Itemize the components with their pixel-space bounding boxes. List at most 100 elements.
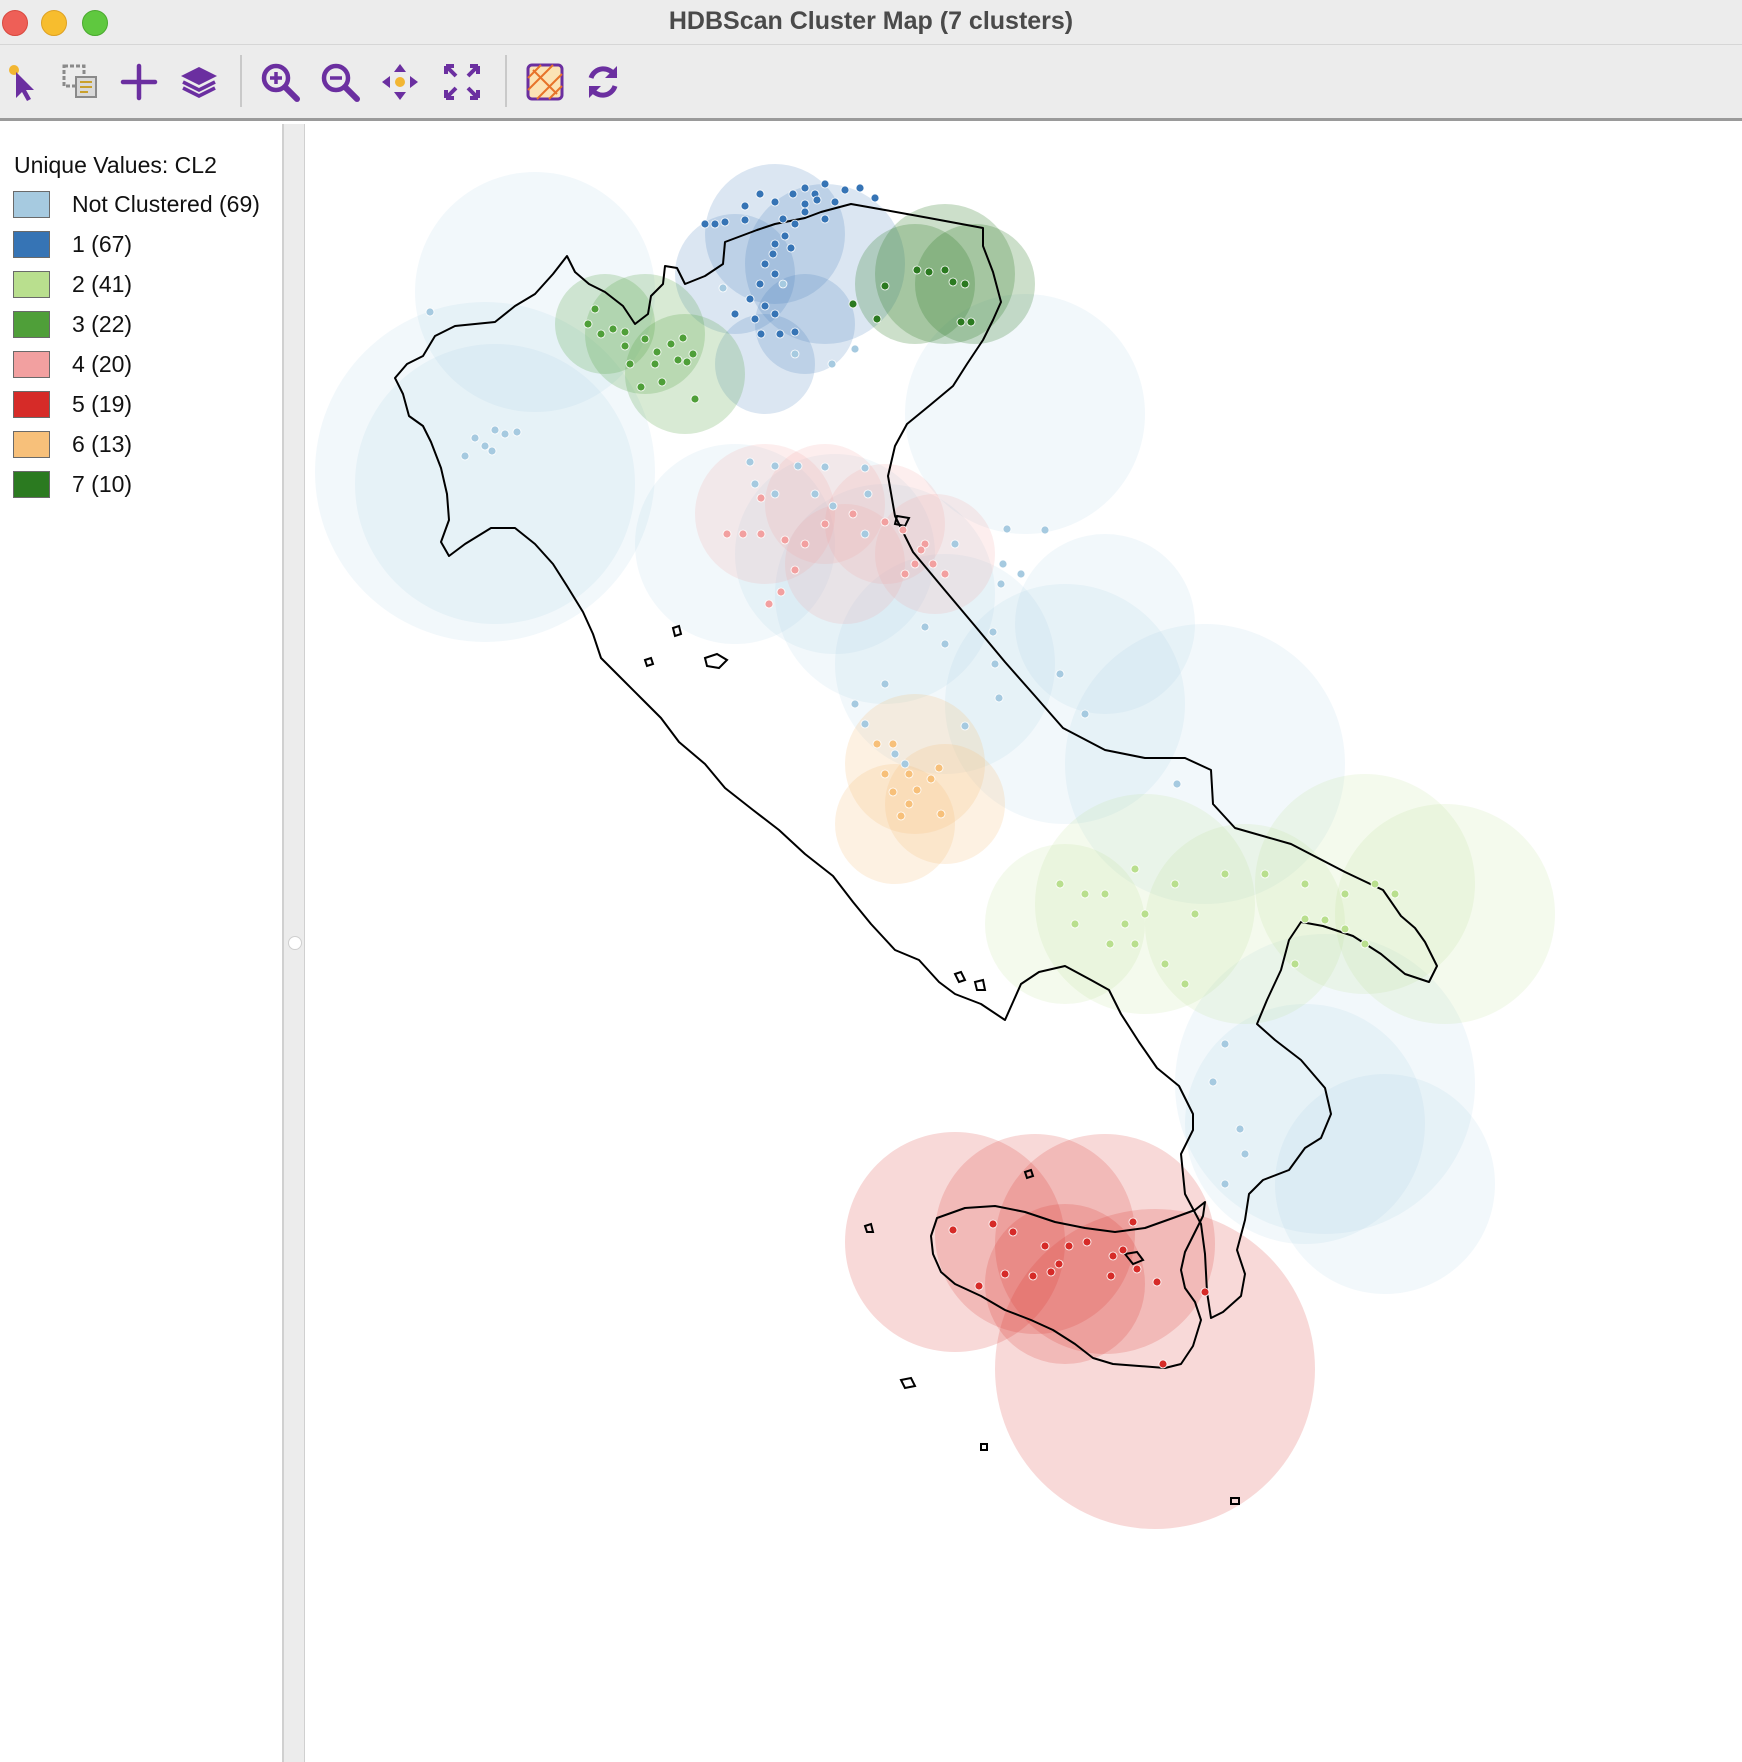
map-point [750,479,760,489]
add-layer-button[interactable] [114,57,164,107]
legend-item-not-clustered[interactable]: Not Clustered (69) [13,188,260,220]
island-outline [1230,1497,1240,1505]
basemap-button[interactable] [520,57,570,107]
map-point [994,693,1004,703]
map-point [988,627,998,637]
legend-item-cluster-2[interactable]: 2 (41) [13,268,132,300]
map-point [1320,915,1330,925]
core-distance-halo [845,694,985,834]
map-point [890,749,900,759]
core-distance-halo [905,294,1145,534]
map-point [480,441,490,451]
core-distance-halo [1065,624,1345,904]
map-point [1105,939,1115,949]
layers-button[interactable] [174,57,224,107]
pan-button[interactable] [375,57,425,107]
map-point [940,569,950,579]
legend-item-cluster-3[interactable]: 3 (22) [13,308,132,340]
map-point [956,317,966,327]
map-point [1158,1359,1168,1369]
map-point [940,265,950,275]
sicily-outline [930,1201,1206,1369]
map-point [820,214,830,224]
core-distance-halo [755,274,855,374]
island-outline [980,1443,988,1451]
map-point [1260,869,1270,879]
island-outline [671,624,683,638]
selection-shape-button[interactable] [55,57,105,107]
pan-icon [382,64,418,100]
map-point [896,811,906,821]
core-distance-halo [835,764,955,884]
map-point [490,425,500,435]
map-point [828,501,838,511]
island-outline [1023,1168,1035,1180]
selection-shape-icon [62,64,97,98]
add-layer-icon [120,63,158,101]
map-point [840,185,850,195]
map-point [848,509,858,519]
maximize-window-button[interactable] [82,10,108,36]
refresh-button[interactable] [578,57,628,107]
map-point [652,347,662,357]
panel-splitter[interactable] [284,124,305,1762]
map-point [1016,569,1026,579]
core-distance-halo [705,164,845,304]
map-point [863,489,873,499]
legend-item-cluster-6[interactable]: 6 (13) [13,428,132,460]
legend-swatch [13,350,50,378]
close-window-button[interactable] [2,10,28,36]
zoom-out-icon [321,63,360,102]
map-point [666,339,676,349]
map-point [948,277,958,287]
map-point [1180,979,1190,989]
map-point [790,349,800,359]
map-point [810,489,820,499]
legend-panel: Unique Values: CL2 Not Clustered (69) 1 … [0,124,284,1762]
map-point [678,333,688,343]
legend-swatch [13,470,50,498]
map-point [940,639,950,649]
map-point [770,461,780,471]
map-point [1106,1271,1116,1281]
map-point [1390,889,1400,899]
select-tool-button[interactable] [0,57,50,107]
map-point [620,341,630,351]
map-point [880,769,890,779]
full-extent-button[interactable] [437,57,487,107]
core-distance-halo [715,314,815,414]
map-point [740,215,750,225]
legend-item-cluster-4[interactable]: 4 (20) [13,348,132,380]
zoom-in-button[interactable] [255,57,305,107]
core-distance-halo [785,504,905,624]
cluster-map[interactable] [305,124,1742,1762]
toolbar [0,45,1742,121]
map-canvas[interactable] [305,124,1742,1762]
map-point [596,329,606,339]
map-point [720,217,730,227]
minimize-window-button[interactable] [41,10,67,36]
map-point [880,517,890,527]
legend-item-cluster-1[interactable]: 1 (67) [13,228,132,260]
splitter-grip[interactable] [288,936,302,950]
map-point [1054,1259,1064,1269]
map-point [755,279,765,289]
map-point [924,267,934,277]
legend-item-cluster-7[interactable]: 7 (10) [13,468,132,500]
legend-label: 6 (13) [72,430,133,457]
map-point [872,739,882,749]
map-point [1082,1237,1092,1247]
core-distance-halo [845,1132,1065,1352]
map-point [425,307,435,317]
core-distance-halo [1185,1004,1425,1244]
map-point [1340,924,1350,934]
map-point [800,183,810,193]
map-point [756,529,766,539]
legend-item-cluster-5[interactable]: 5 (19) [13,388,132,420]
map-point [500,429,510,439]
zoom-out-button[interactable] [315,57,365,107]
map-point [780,535,790,545]
island-outline [1123,1250,1145,1266]
map-point [888,787,898,797]
island-outline [899,1376,917,1390]
